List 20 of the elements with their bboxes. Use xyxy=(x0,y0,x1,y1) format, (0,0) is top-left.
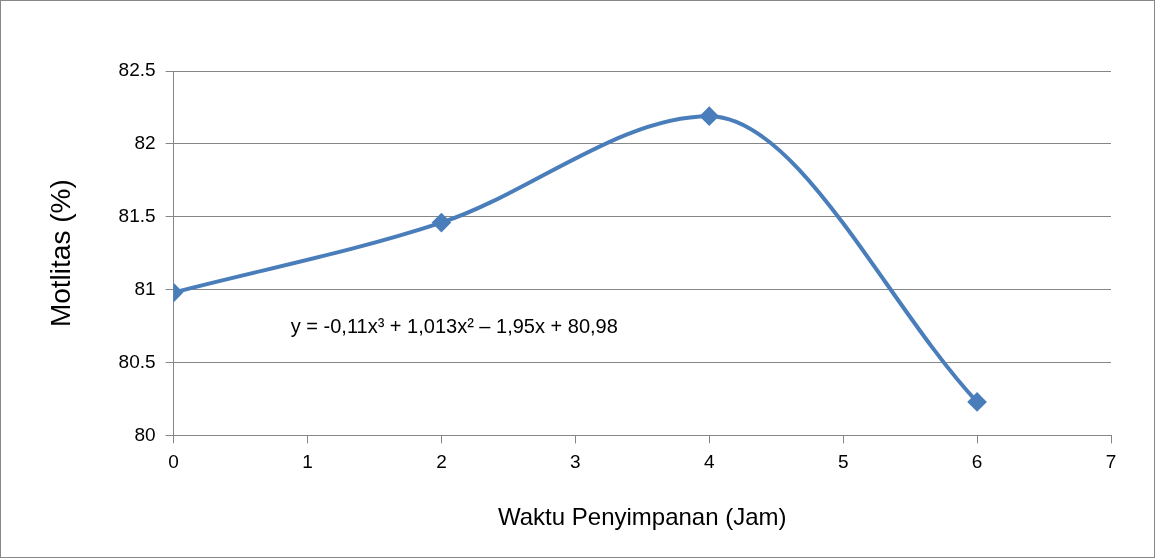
x-tick-label: 7 xyxy=(1105,451,1117,473)
y-tick-label: 82.5 xyxy=(118,59,156,81)
y-tick-label: 81.5 xyxy=(118,204,156,226)
point xyxy=(968,392,987,411)
x-tick-label: 1 xyxy=(302,451,313,473)
y-tick-label: 82 xyxy=(134,132,156,154)
y-tick-label: 80 xyxy=(134,423,156,445)
x-tick-label: 6 xyxy=(971,451,983,473)
x-tick-label: 5 xyxy=(837,451,849,473)
point xyxy=(432,213,451,232)
x-tick-label: 0 xyxy=(168,451,179,473)
y-tick-label: 80.5 xyxy=(118,350,156,372)
y-tick-label: 81 xyxy=(134,277,156,299)
x-tick-label: 3 xyxy=(570,451,581,473)
x-tick-label: 2 xyxy=(436,451,447,473)
annotation: y = -0,11x³ + 1,013x² – 1,95x + 80,98 xyxy=(290,315,618,338)
y-axis-title: Motlitas (%) xyxy=(44,179,76,328)
x-axis-title: Waktu Penyimpanan (Jam) xyxy=(498,503,787,531)
x-tick-label: 4 xyxy=(703,451,715,473)
point xyxy=(700,107,719,126)
